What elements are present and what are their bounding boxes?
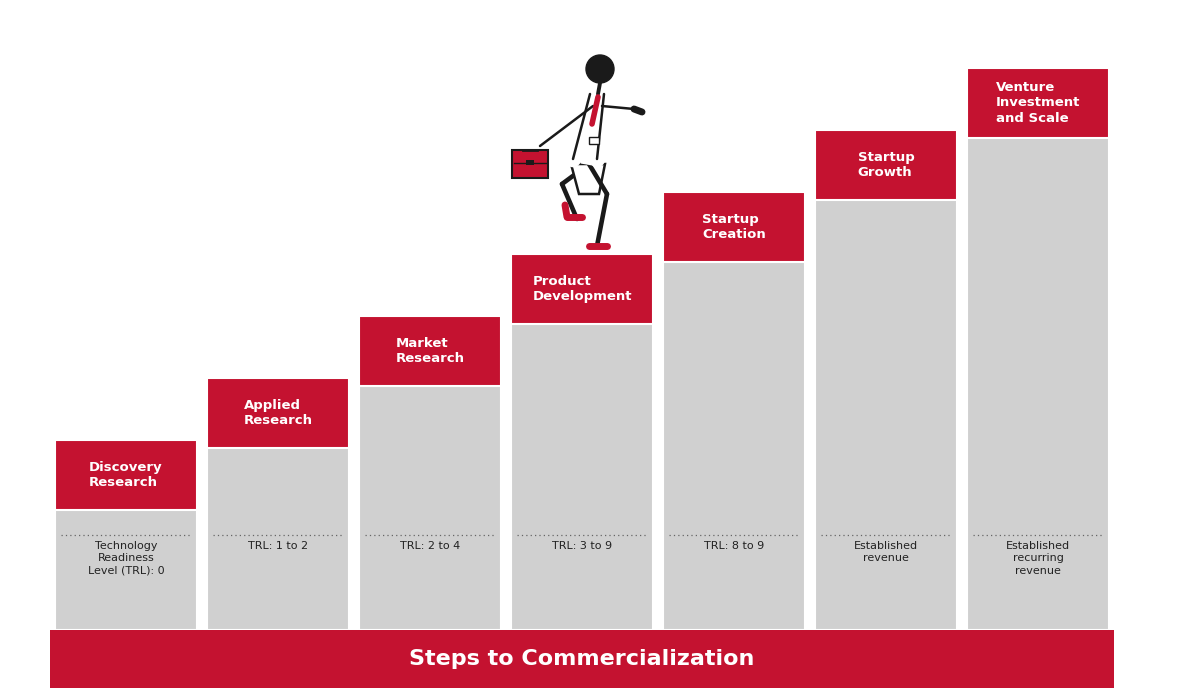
Circle shape [586, 55, 614, 83]
Bar [662, 192, 805, 262]
Text: Technology
Readiness
Level (TRL): 0: Technology Readiness Level (TRL): 0 [88, 541, 164, 576]
Bar [527, 160, 534, 165]
Text: Applied
Research: Applied Research [244, 399, 312, 427]
Bar [511, 254, 653, 324]
Text: Venture
Investment
and Scale: Venture Investment and Scale [996, 81, 1080, 125]
Polygon shape [571, 164, 605, 194]
Text: TRL: 1 to 2: TRL: 1 to 2 [248, 541, 308, 551]
Text: Market
Research: Market Research [396, 336, 464, 365]
Bar [208, 378, 349, 448]
Text: TRL: 3 to 9: TRL: 3 to 9 [552, 541, 612, 551]
Bar [512, 150, 548, 178]
Text: TRL: 8 to 9: TRL: 8 to 9 [704, 541, 764, 551]
Bar [967, 68, 1109, 138]
Text: TRL: 2 to 4: TRL: 2 to 4 [400, 541, 460, 551]
Bar [208, 378, 349, 630]
Text: Established
revenue: Established revenue [854, 541, 918, 563]
Text: Steps to Commercialization: Steps to Commercialization [409, 649, 755, 669]
Bar [589, 137, 599, 144]
Bar [50, 630, 1114, 688]
Bar [55, 440, 197, 510]
Bar [511, 254, 653, 630]
Text: Startup
Creation: Startup Creation [702, 213, 766, 241]
Bar [815, 130, 958, 630]
Bar [815, 130, 958, 200]
Text: Startup
Growth: Startup Growth [858, 151, 914, 180]
Bar [55, 440, 197, 630]
Text: Product
Development: Product Development [533, 275, 631, 303]
Text: Established
recurring
revenue: Established recurring revenue [1006, 541, 1070, 576]
Bar [359, 316, 502, 386]
Bar [662, 192, 805, 630]
Bar [359, 316, 502, 630]
Text: Discovery
Research: Discovery Research [89, 461, 163, 489]
Bar [967, 68, 1109, 630]
